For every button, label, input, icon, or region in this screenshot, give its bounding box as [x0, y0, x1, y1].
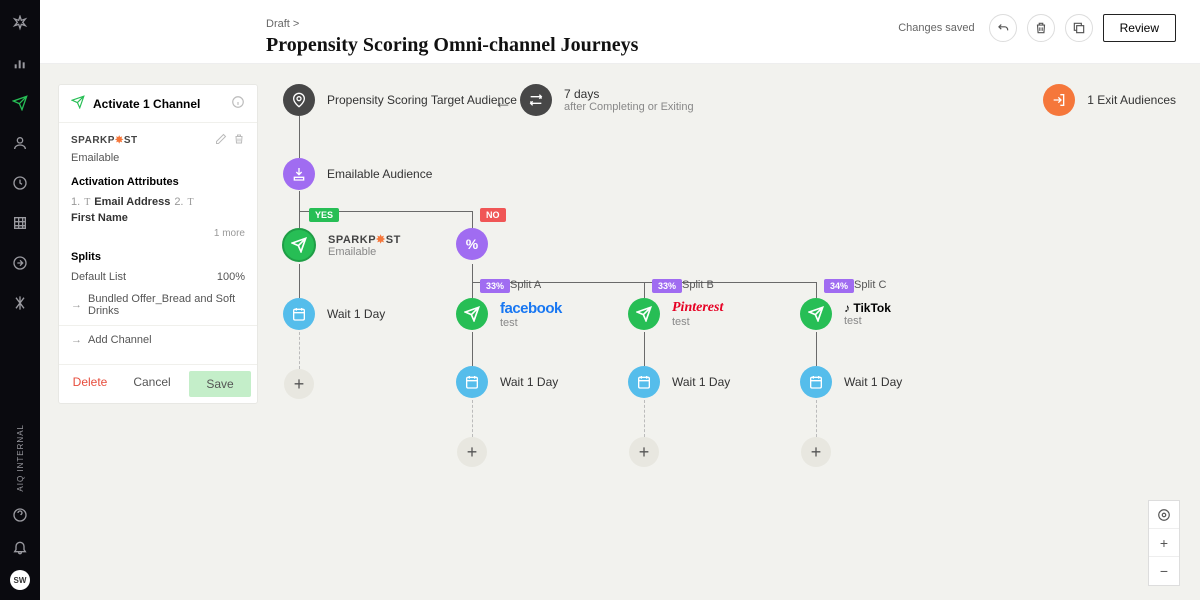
connector	[816, 282, 817, 298]
split-b-pct: 33%	[652, 279, 682, 293]
import-icon[interactable]	[11, 254, 29, 272]
back-arrow-icon[interactable]: ←	[494, 92, 512, 113]
exit-node[interactable]: 1 Exit Audiences	[1043, 84, 1176, 116]
facebook-node[interactable]: facebooktest	[456, 298, 562, 330]
zoom-controls: + −	[1148, 500, 1180, 586]
internal-label: AIQ INTERNAL	[16, 424, 25, 492]
sparkpost-label: SPARKP✸STEmailable	[328, 232, 401, 258]
percent-node[interactable]: %	[456, 228, 488, 260]
sparkpost-send-node[interactable]: SPARKP✸STEmailable	[282, 228, 401, 262]
loop-node[interactable]: 7 daysafter Completing or Exiting	[520, 84, 694, 116]
breadcrumb[interactable]: Draft >	[266, 18, 299, 30]
percent-icon: %	[456, 228, 488, 260]
send-icon	[628, 298, 660, 330]
plus-icon: +	[629, 437, 659, 467]
split-b-label: Split B	[682, 279, 714, 291]
connector	[472, 282, 473, 298]
settings-icon[interactable]	[11, 294, 29, 312]
connector	[816, 332, 817, 366]
plus-icon: +	[457, 437, 487, 467]
connector	[299, 264, 300, 298]
grid-icon[interactable]	[11, 214, 29, 232]
bell-icon[interactable]	[11, 538, 29, 556]
wait-label: Wait 1 Day	[327, 307, 385, 321]
page-title: Propensity Scoring Omni-channel Journeys	[266, 34, 638, 57]
loop-icon	[520, 84, 552, 116]
help-icon[interactable]	[11, 506, 29, 524]
wait-node-a[interactable]: Wait 1 Day	[456, 366, 558, 398]
saved-status: Changes saved	[898, 22, 974, 34]
journey-canvas[interactable]: Propensity Scoring Target Audience ← 7 d…	[40, 64, 1200, 600]
wait-node[interactable]: Wait 1 Day	[283, 298, 385, 330]
add-node[interactable]: +	[284, 369, 314, 399]
connector	[299, 191, 300, 211]
pinterest-node[interactable]: Pinteresttest	[628, 298, 723, 330]
user-icon[interactable]	[11, 134, 29, 152]
wait-node-c[interactable]: Wait 1 Day	[800, 366, 902, 398]
loop-label: 7 daysafter Completing or Exiting	[564, 87, 694, 113]
connector	[472, 211, 473, 228]
connector	[644, 332, 645, 366]
exit-icon	[1043, 84, 1075, 116]
connector	[472, 332, 473, 366]
split-c-label: Split C	[854, 279, 886, 291]
header: Draft > Propensity Scoring Omni-channel …	[40, 0, 1200, 64]
avatar[interactable]: SW	[10, 570, 30, 590]
audience-node[interactable]: Emailable Audience	[283, 158, 432, 190]
add-node-b[interactable]: +	[629, 437, 659, 467]
plus-icon: +	[284, 369, 314, 399]
calendar-icon	[800, 366, 832, 398]
clock-icon[interactable]	[11, 174, 29, 192]
zoom-fit-button[interactable]	[1149, 501, 1179, 529]
no-badge: NO	[480, 208, 506, 222]
connector	[299, 211, 300, 228]
split-a-label: Split A	[510, 279, 541, 291]
send-icon	[800, 298, 832, 330]
pinterest-label: Pinteresttest	[672, 300, 723, 328]
calendar-icon	[628, 366, 660, 398]
target-label: Propensity Scoring Target Audience	[327, 93, 517, 107]
connector	[472, 400, 473, 437]
connector	[816, 400, 817, 437]
zoom-out-button[interactable]: −	[1149, 557, 1179, 585]
audience-label: Emailable Audience	[327, 167, 432, 181]
calendar-icon	[456, 366, 488, 398]
target-node[interactable]: Propensity Scoring Target Audience	[283, 84, 517, 116]
undo-button[interactable]	[989, 14, 1017, 42]
calendar-icon	[283, 298, 315, 330]
zoom-in-button[interactable]: +	[1149, 529, 1179, 557]
connector	[644, 282, 645, 298]
rail-bottom: AIQ INTERNAL SW	[0, 424, 40, 590]
send-nav-icon[interactable]	[11, 94, 29, 112]
connector	[299, 116, 300, 158]
audience-icon	[283, 158, 315, 190]
yes-badge: YES	[309, 208, 339, 222]
target-icon	[283, 84, 315, 116]
plus-icon: +	[801, 437, 831, 467]
analytics-icon[interactable]	[11, 54, 29, 72]
exit-label: 1 Exit Audiences	[1087, 93, 1176, 107]
tiktok-label: ♪ TikToktest	[844, 301, 891, 327]
header-actions: Changes saved Review	[898, 14, 1176, 42]
nav-rail: AIQ INTERNAL SW	[0, 0, 40, 600]
send-icon	[282, 228, 316, 262]
split-c-pct: 34%	[824, 279, 854, 293]
logo-icon[interactable]	[11, 14, 29, 32]
facebook-label: facebooktest	[500, 300, 562, 329]
split-a-pct: 33%	[480, 279, 510, 293]
connector	[644, 400, 645, 437]
connector	[299, 332, 300, 369]
add-node-c[interactable]: +	[801, 437, 831, 467]
connector	[472, 264, 473, 282]
tiktok-node[interactable]: ♪ TikToktest	[800, 298, 891, 330]
wait-node-b[interactable]: Wait 1 Day	[628, 366, 730, 398]
delete-button[interactable]	[1027, 14, 1055, 42]
review-button[interactable]: Review	[1103, 14, 1176, 42]
copy-button[interactable]	[1065, 14, 1093, 42]
send-icon	[456, 298, 488, 330]
add-node-a[interactable]: +	[457, 437, 487, 467]
